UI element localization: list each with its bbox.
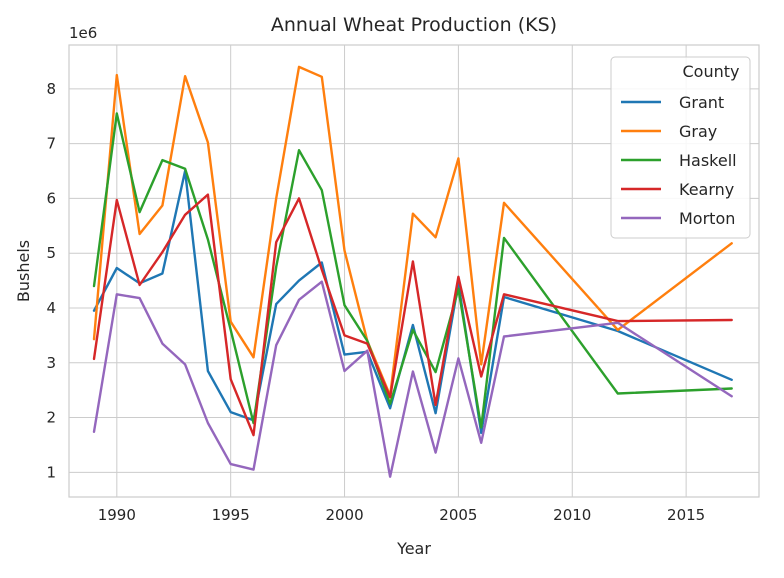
legend-label-haskell: Haskell <box>679 151 737 170</box>
plot-frame <box>68 44 760 498</box>
y-tick-label: 2 <box>46 409 56 427</box>
legend-items: Grant Gray Haskell Kearny Morton <box>621 93 737 228</box>
legend-label-grant: Grant <box>679 93 724 112</box>
x-tick-label: 1995 <box>212 506 250 524</box>
chart-title: Annual Wheat Production (KS) <box>271 14 557 36</box>
legend-label-morton: Morton <box>679 209 735 228</box>
series-line-haskell <box>92 112 733 429</box>
series-line-morton <box>92 280 733 478</box>
x-tick-label: 2000 <box>325 506 363 524</box>
y-tick-label: 3 <box>46 354 56 372</box>
tick-labels: 1990 1995 2000 2005 2010 2015 1 2 3 4 5 6 7 8 <box>46 80 705 524</box>
y-tick-label: 6 <box>46 189 56 207</box>
y-axis-label: Bushels <box>14 240 33 302</box>
y-tick-label: 1 <box>46 463 56 481</box>
y-tick-label: 7 <box>46 135 56 153</box>
legend-label-gray: Gray <box>679 122 717 141</box>
legend-title: County <box>683 62 740 81</box>
y-tick-label: 8 <box>46 80 56 98</box>
x-axis-label: Year <box>396 539 431 558</box>
legend-label-kearny: Kearny <box>679 180 734 199</box>
series-lines <box>92 65 733 478</box>
series-line-kearny <box>92 193 733 437</box>
legend: County Grant Gray Haskell Kearny Morton <box>610 56 751 239</box>
y-tick-label: 4 <box>46 299 56 317</box>
x-tick-label: 2010 <box>553 506 591 524</box>
x-tick-label: 2015 <box>667 506 705 524</box>
y-axis-multiplier: 1e6 <box>69 24 97 42</box>
x-tick-label: 2005 <box>439 506 477 524</box>
y-tick-label: 5 <box>46 244 56 262</box>
x-tick-label: 1990 <box>98 506 136 524</box>
